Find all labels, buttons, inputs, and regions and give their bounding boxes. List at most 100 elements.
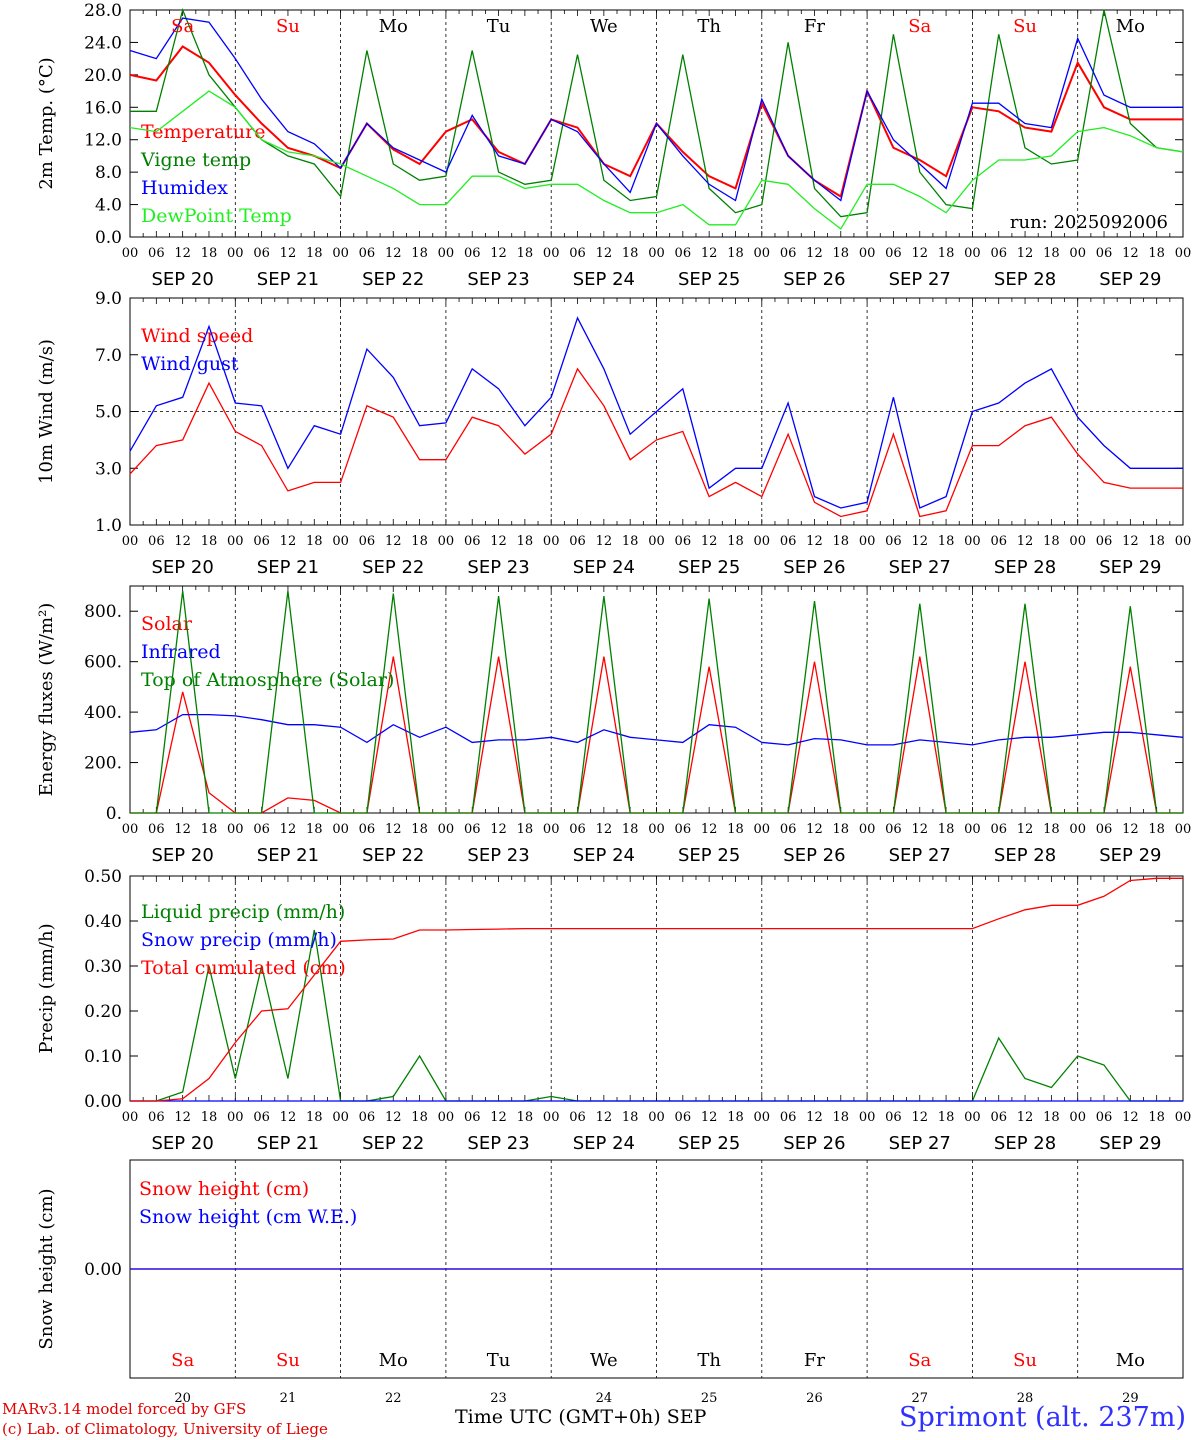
date-label: SEP 27 bbox=[889, 269, 951, 290]
hour-tick-label: 06 bbox=[990, 1110, 1007, 1125]
day-number-label: 26 bbox=[806, 1391, 823, 1406]
hour-tick-label: 06 bbox=[1096, 246, 1113, 261]
y-tick-label: 12.0 bbox=[84, 131, 122, 151]
hour-tick-label: 18 bbox=[622, 822, 639, 837]
y-axis-label: Precip (mm/h) bbox=[36, 923, 57, 1053]
run-label: run: 2025092006 bbox=[1010, 212, 1168, 233]
hour-tick-label: 06 bbox=[569, 1110, 586, 1125]
hour-tick-label: 00 bbox=[1069, 822, 1086, 837]
day-number-label: 22 bbox=[385, 1391, 402, 1406]
hour-tick-label: 18 bbox=[622, 1110, 639, 1125]
date-label: SEP 23 bbox=[467, 269, 529, 290]
hour-tick-label: 00 bbox=[859, 1110, 876, 1125]
y-tick-label: 0.40 bbox=[84, 912, 122, 932]
hour-tick-label: 06 bbox=[780, 246, 797, 261]
hour-tick-label: 00 bbox=[1069, 1110, 1086, 1125]
hour-tick-label: 06 bbox=[148, 246, 165, 261]
day-name-label: We bbox=[590, 16, 618, 37]
hour-tick-label: 18 bbox=[727, 534, 744, 549]
date-label: SEP 29 bbox=[1099, 845, 1161, 866]
hour-tick-label: 06 bbox=[780, 1110, 797, 1125]
y-tick-label: 20.0 bbox=[84, 66, 122, 86]
hour-tick-label: 18 bbox=[517, 822, 534, 837]
y-tick-label: 0.00 bbox=[84, 1260, 122, 1280]
hour-tick-label: 00 bbox=[227, 534, 244, 549]
hour-tick-label: 12 bbox=[1017, 534, 1034, 549]
hour-tick-label: 06 bbox=[464, 1110, 481, 1125]
hour-tick-label: 06 bbox=[780, 822, 797, 837]
hour-tick-label: 00 bbox=[438, 822, 455, 837]
date-label: SEP 29 bbox=[1099, 1133, 1161, 1154]
legend-entry: Snow precip (mm/h) bbox=[141, 929, 337, 951]
date-label: SEP 21 bbox=[257, 845, 319, 866]
hour-tick-label: 12 bbox=[1122, 1110, 1139, 1125]
hour-tick-label: 18 bbox=[1148, 1110, 1165, 1125]
date-label: SEP 22 bbox=[362, 557, 424, 578]
hour-tick-label: 00 bbox=[1069, 534, 1086, 549]
day-name-label: Tu bbox=[487, 16, 511, 37]
hour-tick-label: 06 bbox=[569, 822, 586, 837]
hour-tick-label: 06 bbox=[675, 1110, 692, 1125]
model-credit: MARv3.14 model forced by GFS bbox=[2, 1400, 247, 1418]
hour-tick-label: 18 bbox=[517, 534, 534, 549]
hour-tick-label: 00 bbox=[332, 534, 349, 549]
date-label: SEP 21 bbox=[257, 1133, 319, 1154]
day-name-label: Mo bbox=[379, 16, 408, 37]
day-name-label: Sa bbox=[908, 16, 931, 37]
hour-tick-label: 06 bbox=[990, 534, 1007, 549]
date-label: SEP 25 bbox=[678, 557, 740, 578]
hour-tick-label: 18 bbox=[306, 1110, 323, 1125]
hour-tick-label: 06 bbox=[359, 534, 376, 549]
hour-tick-label: 12 bbox=[1017, 822, 1034, 837]
hour-tick-label: 18 bbox=[622, 246, 639, 261]
day-name-label: We bbox=[590, 1350, 618, 1371]
date-label: SEP 22 bbox=[362, 1133, 424, 1154]
hour-tick-label: 00 bbox=[227, 1110, 244, 1125]
hour-tick-label: 06 bbox=[253, 1110, 270, 1125]
day-name-label: Sa bbox=[171, 1350, 194, 1371]
hour-tick-label: 00 bbox=[648, 822, 665, 837]
hour-tick-label: 12 bbox=[911, 822, 928, 837]
hour-tick-label: 06 bbox=[885, 534, 902, 549]
hour-tick-label: 12 bbox=[280, 534, 297, 549]
y-tick-label: 1.0 bbox=[95, 516, 122, 536]
day-name-label: Mo bbox=[1116, 16, 1145, 37]
hour-tick-label: 00 bbox=[122, 534, 139, 549]
hour-tick-label: 18 bbox=[1148, 822, 1165, 837]
day-name-label: Th bbox=[697, 1350, 721, 1371]
hour-tick-label: 06 bbox=[359, 1110, 376, 1125]
hour-tick-label: 00 bbox=[227, 822, 244, 837]
hour-tick-label: 12 bbox=[385, 246, 402, 261]
date-label: SEP 20 bbox=[152, 845, 214, 866]
hour-tick-label: 12 bbox=[174, 534, 191, 549]
hour-tick-label: 18 bbox=[411, 822, 428, 837]
hour-tick-label: 06 bbox=[675, 822, 692, 837]
legend-entry: DewPoint Temp bbox=[141, 205, 292, 227]
hour-tick-label: 06 bbox=[990, 822, 1007, 837]
y-tick-label: 0. bbox=[106, 804, 122, 824]
hour-tick-label: 12 bbox=[490, 246, 507, 261]
hour-tick-label: 00 bbox=[754, 1110, 771, 1125]
hour-tick-label: 06 bbox=[1096, 534, 1113, 549]
hour-tick-label: 06 bbox=[148, 1110, 165, 1125]
date-label: SEP 21 bbox=[257, 269, 319, 290]
hour-tick-label: 00 bbox=[332, 246, 349, 261]
legend-entry: Top of Atmosphere (Solar) bbox=[141, 669, 394, 691]
date-label: SEP 28 bbox=[994, 557, 1056, 578]
hour-tick-label: 18 bbox=[411, 246, 428, 261]
hour-tick-label: 12 bbox=[806, 1110, 823, 1125]
hour-tick-label: 12 bbox=[280, 246, 297, 261]
hour-tick-label: 00 bbox=[1069, 246, 1086, 261]
hour-tick-label: 18 bbox=[1043, 1110, 1060, 1125]
hour-tick-label: 18 bbox=[1148, 534, 1165, 549]
day-name-label: Sa bbox=[908, 1350, 931, 1371]
hour-tick-label: 00 bbox=[122, 822, 139, 837]
hour-tick-label: 06 bbox=[675, 534, 692, 549]
date-label: SEP 20 bbox=[152, 269, 214, 290]
hour-tick-label: 00 bbox=[1175, 246, 1192, 261]
hour-tick-label: 18 bbox=[833, 534, 850, 549]
hour-tick-label: 18 bbox=[201, 822, 218, 837]
hour-tick-label: 00 bbox=[543, 534, 560, 549]
hour-tick-label: 12 bbox=[1122, 534, 1139, 549]
hour-tick-label: 00 bbox=[964, 822, 981, 837]
